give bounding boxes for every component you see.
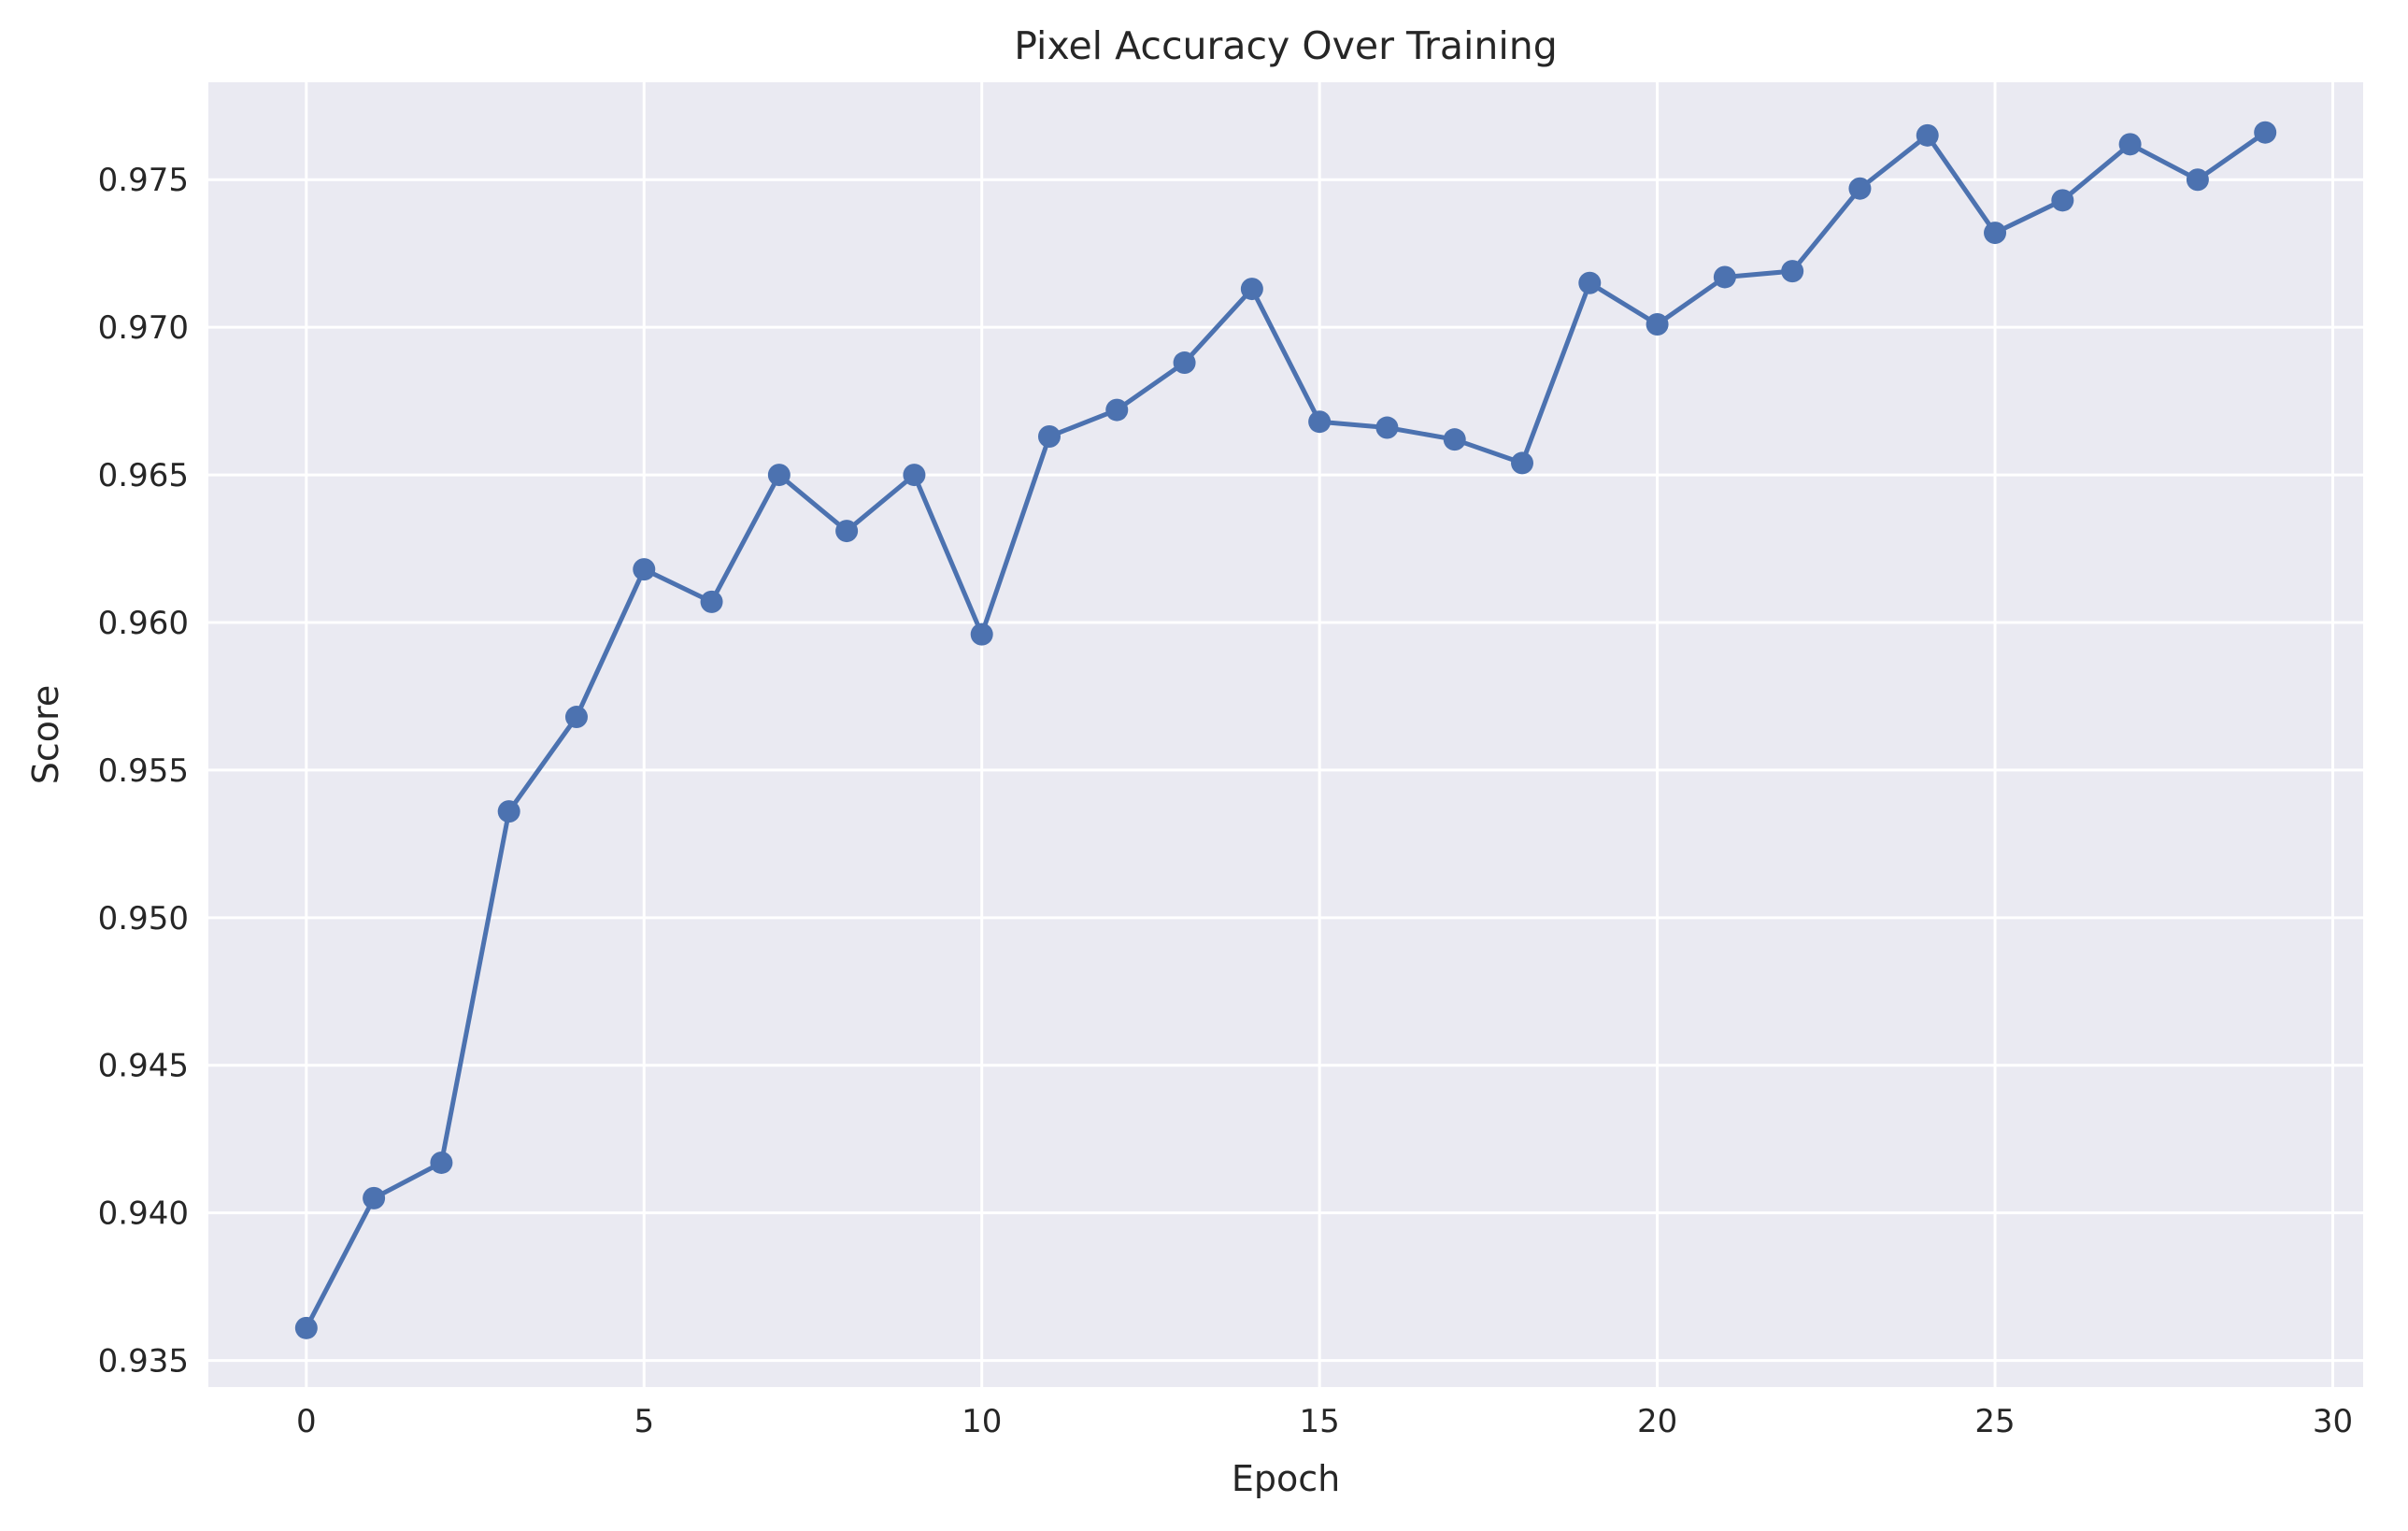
data-point — [2051, 189, 2074, 212]
data-point — [2254, 121, 2277, 144]
x-axis-ticks: 0 5 10 15 20 25 30 — [296, 1403, 2353, 1440]
data-point — [363, 1186, 386, 1209]
data-point — [1781, 260, 1804, 283]
data-point — [430, 1151, 453, 1174]
y-tick-label: 0.960 — [98, 605, 189, 642]
data-point — [1443, 428, 1466, 451]
y-tick-label: 0.950 — [98, 900, 189, 937]
data-point — [1375, 416, 1399, 439]
grid-lines — [208, 82, 2363, 1387]
y-tick-label: 0.965 — [98, 457, 189, 494]
data-point — [1713, 265, 1736, 289]
y-tick-label: 0.970 — [98, 309, 189, 347]
data-point — [1037, 425, 1061, 449]
y-tick-label: 0.975 — [98, 162, 189, 199]
x-tick-label: 15 — [1300, 1403, 1340, 1440]
data-point — [1646, 312, 1669, 336]
x-tick-label: 5 — [634, 1403, 654, 1440]
y-tick-label: 0.955 — [98, 752, 189, 790]
x-axis-label: Epoch — [1232, 1458, 1340, 1499]
data-point — [1105, 398, 1129, 422]
series-line — [304, 130, 2268, 1331]
x-tick-label: 0 — [296, 1403, 317, 1440]
chart-title: Pixel Accuracy Over Training — [1014, 23, 1558, 68]
data-point — [2186, 168, 2209, 192]
data-point — [1240, 278, 1263, 301]
x-tick-label: 25 — [1974, 1403, 2015, 1440]
data-point — [903, 464, 926, 487]
data-point — [1848, 177, 1872, 200]
plot-area — [208, 82, 2363, 1387]
x-tick-label: 10 — [962, 1403, 1002, 1440]
data-point — [1578, 271, 1602, 294]
data-point — [1984, 222, 2007, 245]
data-point — [1511, 451, 1534, 475]
data-point — [767, 464, 791, 487]
data-point — [564, 706, 588, 729]
x-tick-label: 30 — [2313, 1403, 2353, 1440]
y-tick-label: 0.940 — [98, 1195, 189, 1233]
data-point — [700, 590, 723, 613]
x-tick-label: 20 — [1637, 1403, 1677, 1440]
data-point — [2118, 133, 2142, 156]
data-point — [294, 1316, 318, 1339]
y-axis-label: Score — [25, 685, 66, 784]
data-point — [1308, 410, 1332, 434]
data-point — [633, 558, 656, 581]
data-point — [1173, 351, 1196, 375]
y-axis-ticks: 0.935 0.940 0.945 0.950 0.955 0.960 0.965 0.970… — [98, 162, 189, 1380]
series-layer — [294, 121, 2277, 1339]
data-point — [497, 800, 520, 823]
data-point — [1916, 123, 1939, 147]
y-tick-label: 0.945 — [98, 1048, 189, 1085]
data-point — [970, 622, 993, 646]
data-point — [835, 520, 859, 543]
y-tick-label: 0.935 — [98, 1343, 189, 1381]
